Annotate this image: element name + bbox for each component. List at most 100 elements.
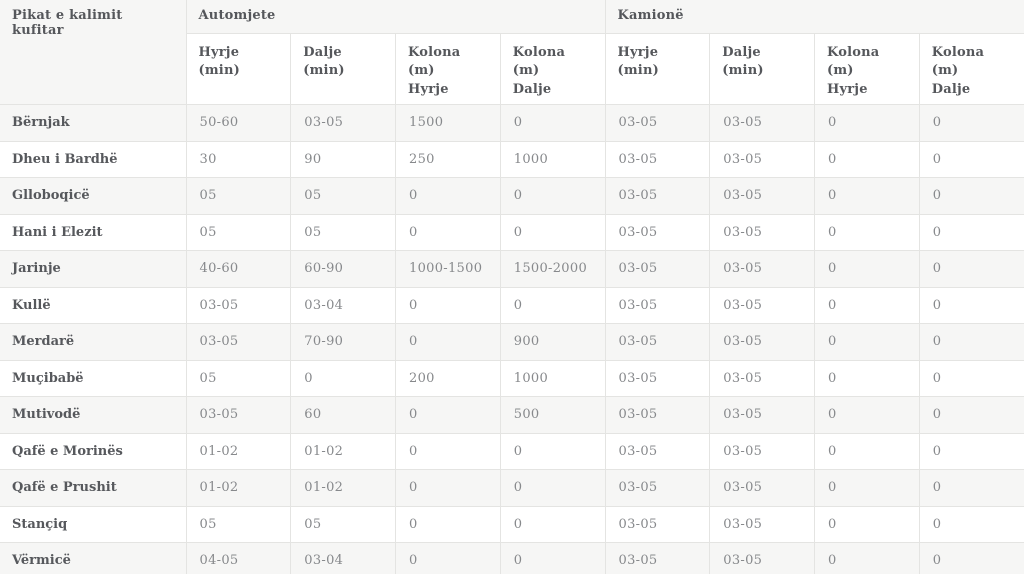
col-header-kamione-dalje-min: Dalje (min) — [709, 32, 815, 106]
row-name-cell: Mutivodë — [0, 396, 187, 434]
value-cell: 03-05 — [709, 505, 815, 544]
value-cell: 1500-2000 — [499, 250, 606, 288]
value-cell: 0 — [290, 359, 396, 398]
table-row: Bërnjak 50-60 03-05 1500 0 03-05 03-05 0 0 — [0, 104, 1024, 142]
group-header-row: Pikat e kalimit kufitar Automjete Kamion… — [0, 0, 1024, 106]
value-cell: 0 — [395, 286, 501, 325]
row-name-cell: Dheu i Bardhë — [0, 140, 187, 179]
value-cell: 0 — [918, 104, 1024, 142]
value-cell: 03-05 — [709, 542, 815, 574]
value-cell: 0 — [499, 469, 606, 507]
value-cell: 40-60 — [185, 250, 292, 288]
value-cell: 250 — [395, 140, 501, 179]
table-header: Pikat e kalimit kufitar Automjete Kamion… — [0, 0, 1024, 106]
row-header-label: Pikat e kalimit kufitar — [0, 0, 187, 106]
table-row: Kullë 03-05 03-04 0 0 03-05 03-05 0 0 — [0, 286, 1024, 325]
table-row: Glloboqicë 05 05 0 0 03-05 03-05 0 0 — [0, 177, 1024, 215]
value-cell: 05 — [185, 213, 292, 252]
value-cell: 05 — [185, 177, 292, 215]
value-cell: 03-05 — [604, 286, 711, 325]
value-cell: 1000 — [499, 140, 606, 179]
value-cell: 0 — [499, 177, 606, 215]
value-cell: 03-05 — [604, 359, 711, 398]
value-cell: 0 — [918, 140, 1024, 179]
value-cell: 05 — [185, 359, 292, 398]
value-cell: 03-05 — [709, 469, 815, 507]
row-name-cell: Kullë — [0, 286, 187, 325]
table-row: Vërmicë 04-05 03-04 0 0 03-05 03-05 0 0 — [0, 542, 1024, 574]
value-cell: 1500 — [395, 104, 501, 142]
value-cell: 0 — [814, 104, 920, 142]
value-cell: 05 — [290, 505, 396, 544]
value-cell: 0 — [814, 359, 920, 398]
value-cell: 0 — [499, 286, 606, 325]
value-cell: 0 — [918, 286, 1024, 325]
value-cell: 60 — [290, 396, 396, 434]
table-row: Hani i Elezit 05 05 0 0 03-05 03-05 0 0 — [0, 213, 1024, 252]
value-cell: 0 — [499, 432, 606, 471]
value-cell: 0 — [395, 542, 501, 574]
value-cell: 70-90 — [290, 323, 396, 361]
col-header-kamione-kolona-hyrje: Kolona (m) Hyrje — [814, 32, 920, 106]
value-cell: 0 — [918, 505, 1024, 544]
group-header-automjete: Automjete — [185, 0, 606, 34]
value-cell: 05 — [185, 505, 292, 544]
table-row: Jarinje 40-60 60-90 1000-1500 1500-2000 03-05… — [0, 250, 1024, 288]
value-cell: 03-05 — [709, 323, 815, 361]
value-cell: 0 — [395, 469, 501, 507]
value-cell: 0 — [814, 213, 920, 252]
group-header-kamione: Kamionë — [604, 0, 1024, 34]
value-cell: 1000 — [499, 359, 606, 398]
table-row: Merdarë 03-05 70-90 0 900 03-05 03-05 0 0 — [0, 323, 1024, 361]
value-cell: 0 — [918, 250, 1024, 288]
value-cell: 30 — [185, 140, 292, 179]
value-cell: 0 — [918, 213, 1024, 252]
value-cell: 50-60 — [185, 104, 292, 142]
value-cell: 0 — [814, 250, 920, 288]
value-cell: 03-05 — [604, 250, 711, 288]
value-cell: 0 — [918, 469, 1024, 507]
row-name-cell: Glloboqicë — [0, 177, 187, 215]
value-cell: 0 — [814, 432, 920, 471]
value-cell: 01-02 — [290, 469, 396, 507]
col-header-automjete-kolona-dalje: Kolona (m) Dalje — [499, 32, 606, 106]
value-cell: 05 — [290, 177, 396, 215]
value-cell: 0 — [918, 177, 1024, 215]
value-cell: 900 — [499, 323, 606, 361]
value-cell: 03-05 — [604, 323, 711, 361]
table-row: Mutivodë 03-05 60 0 500 03-05 03-05 0 0 — [0, 396, 1024, 434]
value-cell: 500 — [499, 396, 606, 434]
value-cell: 0 — [814, 323, 920, 361]
value-cell: 0 — [918, 542, 1024, 574]
value-cell: 03-05 — [604, 140, 711, 179]
table-body: Bërnjak 50-60 03-05 1500 0 03-05 03-05 0 0 Dheu i… — [0, 104, 1024, 574]
value-cell: 03-05 — [604, 104, 711, 142]
col-header-kamione-kolona-dalje: Kolona (m) Dalje — [918, 32, 1024, 106]
table-row: Muçibabë 05 0 200 1000 03-05 03-05 0 0 — [0, 359, 1024, 398]
col-header-automjete-hyrje-min: Hyrje (min) — [186, 32, 292, 106]
row-name-cell: Hani i Elezit — [0, 213, 187, 252]
row-name-cell: Bërnjak — [0, 104, 187, 142]
value-cell: 03-05 — [604, 542, 711, 574]
table-row: Stançiq 05 05 0 0 03-05 03-05 0 0 — [0, 505, 1024, 544]
value-cell: 01-02 — [185, 469, 292, 507]
value-cell: 0 — [395, 213, 501, 252]
table-row: Qafë e Morinës 01-02 01-02 0 0 03-05 03-05 0 0 — [0, 432, 1024, 471]
value-cell: 0 — [395, 396, 501, 434]
value-cell: 04-05 — [185, 542, 292, 574]
value-cell: 03-05 — [709, 432, 815, 471]
value-cell: 03-04 — [290, 286, 396, 325]
value-cell: 200 — [395, 359, 501, 398]
value-cell: 03-05 — [709, 213, 815, 252]
value-cell: 03-05 — [185, 286, 292, 325]
value-cell: 03-05 — [709, 177, 815, 215]
row-name-cell: Qafë e Morinës — [0, 432, 187, 471]
sub-header-row: Hyrje (min) Dalje (min) Kolona (m) Hyrje… — [0, 32, 1024, 106]
value-cell: 60-90 — [290, 250, 396, 288]
row-name-cell: Merdarë — [0, 323, 187, 361]
value-cell: 03-05 — [604, 177, 711, 215]
col-header-kamione-hyrje-min: Hyrje (min) — [604, 32, 711, 106]
value-cell: 0 — [814, 505, 920, 544]
row-name-cell: Qafë e Prushit — [0, 469, 187, 507]
value-cell: 03-04 — [290, 542, 396, 574]
